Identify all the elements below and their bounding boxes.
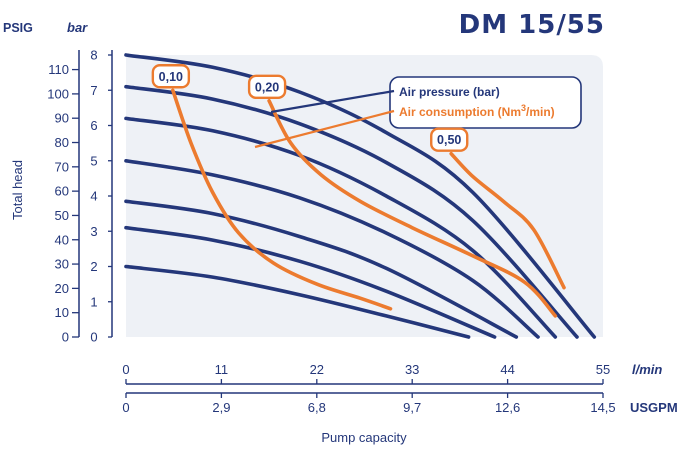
bar-tick-label: 7	[90, 83, 97, 98]
x-unit-lmin: l/min	[632, 362, 662, 377]
usgpm-tick-label: 0	[122, 400, 129, 415]
consumption-label: 0,50	[437, 133, 461, 147]
x-axis-label: Pump capacity	[321, 430, 407, 445]
psig-tick-label: 90	[55, 111, 69, 126]
pressure-curve	[124, 84, 579, 339]
legend-box	[389, 76, 582, 129]
bar-tick-label: 6	[90, 118, 97, 133]
consumption-label-box	[151, 64, 191, 89]
psig-tick-label: 100	[47, 86, 69, 101]
lmin-tick-label: 11	[215, 362, 229, 377]
psig-tick-label: 30	[55, 257, 69, 272]
consumption-curve	[267, 99, 558, 318]
consumption-curve	[171, 88, 393, 311]
psig-tick-label: 70	[55, 159, 69, 174]
chart-title: DM 15/55	[459, 10, 605, 40]
pressure-curve	[124, 53, 597, 339]
lmin-tick-label: 44	[500, 362, 514, 377]
usgpm-tick-label: 12,6	[495, 400, 520, 415]
psig-tick-label: 50	[55, 208, 69, 223]
consumption-label: 0,20	[255, 80, 279, 94]
consumption-label-box	[247, 74, 287, 100]
usgpm-tick-label: 9,7	[403, 400, 421, 415]
consumption-label: 0,10	[159, 70, 183, 84]
lmin-tick-label: 22	[310, 362, 324, 377]
pressure-curve	[124, 225, 497, 339]
bar-tick-label: 1	[90, 294, 97, 309]
legend: Air pressure (bar) Air consumption (Nm3/…	[254, 76, 582, 149]
bar-tick-label: 8	[90, 48, 97, 63]
legend-pressure-label: Air pressure (bar)	[399, 85, 500, 99]
psig-tick-label: 40	[55, 232, 69, 247]
psig-tick-label: 80	[55, 135, 69, 150]
legend-pressure-leader	[270, 89, 395, 114]
lmin-tick-label: 55	[596, 362, 610, 377]
y-axis-label: Total head	[10, 160, 25, 220]
usgpm-tick-label: 14,5	[590, 400, 615, 415]
usgpm-tick-label: 2,9	[212, 400, 230, 415]
curves	[124, 53, 597, 339]
axis-ticks: 012345678010203040506070809010011000112,…	[47, 48, 615, 416]
pressure-curve	[124, 264, 471, 339]
bar-tick-label: 3	[90, 224, 97, 239]
consumption-label-box	[430, 127, 469, 152]
psig-tick-label: 20	[55, 281, 69, 296]
psig-tick-label: 110	[48, 62, 69, 77]
legend-consumption-label: Air consumption (Nm3/min)	[399, 103, 555, 119]
psig-tick-label: 0	[62, 330, 69, 345]
psig-tick-label: 10	[55, 305, 69, 320]
y-unit-bar: bar	[67, 20, 88, 35]
usgpm-tick-label: 6,8	[308, 400, 326, 415]
bar-tick-label: 5	[90, 153, 97, 168]
psig-tick-label: 60	[55, 184, 69, 199]
bar-tick-label: 4	[90, 189, 97, 204]
bar-tick-label: 0	[90, 330, 97, 345]
pressure-curve	[124, 199, 519, 339]
consumption-curve	[449, 151, 566, 290]
bar-tick-label: 2	[90, 259, 97, 274]
lmin-tick-label: 33	[405, 362, 419, 377]
y-unit-psig: PSIG	[3, 21, 33, 35]
consumption-labels: 0,10 0,20 0,50	[151, 64, 469, 152]
lmin-tick-label: 0	[122, 362, 129, 377]
legend-consumption-leader	[254, 109, 395, 149]
x-unit-usgpm: USGPM	[630, 400, 678, 415]
